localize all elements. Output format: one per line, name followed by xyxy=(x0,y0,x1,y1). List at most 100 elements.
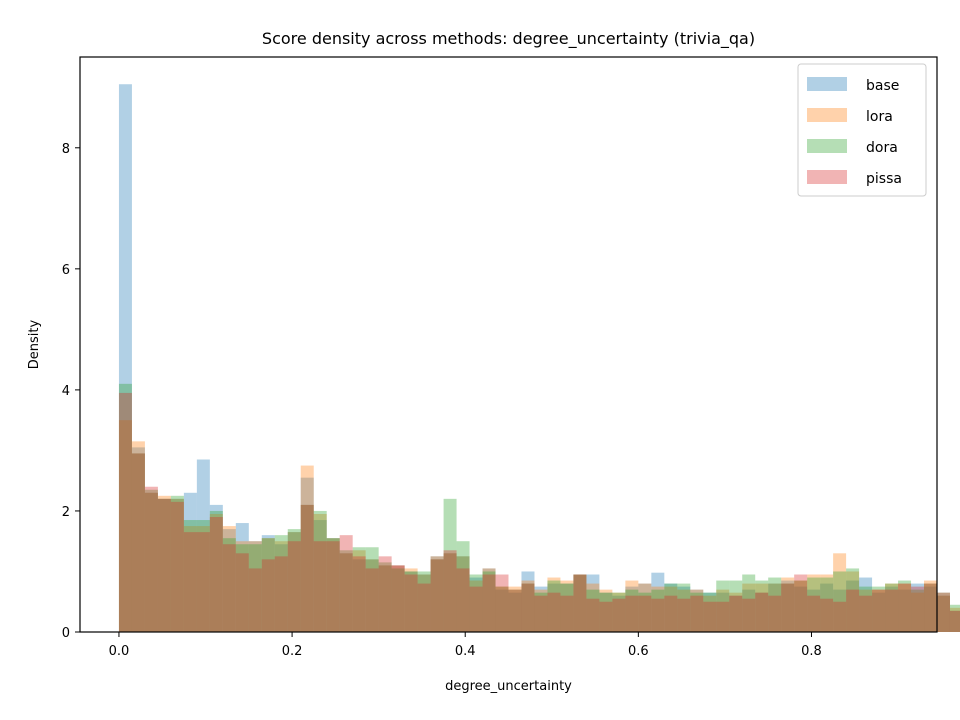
bar-pissa xyxy=(586,598,600,632)
bar-pissa xyxy=(547,592,561,632)
bar-lora xyxy=(768,583,782,632)
bar-base xyxy=(417,574,431,632)
bar-lora xyxy=(898,583,912,632)
bar-pissa xyxy=(495,574,509,632)
bar-lora xyxy=(196,526,210,632)
legend-label-dora: dora xyxy=(866,140,898,156)
bar-lora xyxy=(677,589,691,632)
bar-lora xyxy=(924,580,937,632)
bar-dora xyxy=(521,583,535,632)
bar-pissa xyxy=(183,532,197,632)
bar-dora xyxy=(391,568,405,632)
bar-base xyxy=(651,572,665,632)
bar-pissa xyxy=(833,601,847,632)
bar-lora xyxy=(183,526,197,632)
bar-pissa xyxy=(274,556,288,632)
bar-lora xyxy=(313,513,327,632)
bar-pissa xyxy=(287,541,301,632)
bar-base xyxy=(677,586,691,632)
bar-lora xyxy=(261,538,275,632)
bar-dora xyxy=(690,592,704,632)
bar-base xyxy=(352,559,366,632)
plot-frame xyxy=(79,56,938,633)
bar-base xyxy=(443,553,457,632)
bar-dora xyxy=(131,453,145,632)
bar-pissa xyxy=(898,583,912,632)
bar-dora xyxy=(157,498,171,632)
bar-lora xyxy=(781,577,795,632)
bar-pissa xyxy=(534,595,548,632)
bar-dora xyxy=(755,580,769,632)
bar-lora xyxy=(846,571,860,632)
bar-dora xyxy=(495,586,509,632)
bar-dora xyxy=(612,592,626,632)
bar-base xyxy=(313,520,327,632)
bar-dora xyxy=(235,544,249,632)
bar-dora xyxy=(937,592,950,632)
bar-base xyxy=(716,592,730,632)
bar-pissa xyxy=(209,517,223,632)
bar-dora xyxy=(339,550,353,632)
bar-base xyxy=(924,586,937,632)
bar-lora xyxy=(599,589,613,632)
bar-pissa xyxy=(339,535,353,632)
y-tick-label: 6 xyxy=(62,263,70,278)
bar-dora xyxy=(859,586,873,632)
bar-base xyxy=(833,589,847,632)
bar-lora xyxy=(742,583,756,632)
bar-base xyxy=(261,535,275,632)
bar-pissa xyxy=(118,392,132,632)
bar-dora xyxy=(781,583,795,632)
bar-dora xyxy=(365,547,379,632)
bar-dora xyxy=(872,586,886,632)
bar-lora xyxy=(495,586,509,632)
bar-lora xyxy=(716,589,730,632)
bar-pissa xyxy=(144,486,158,632)
y-axis: 0 2 4 6 8 xyxy=(62,142,80,641)
bar-dora xyxy=(911,589,925,632)
bar-base xyxy=(949,610,960,632)
bar-lora xyxy=(911,592,925,632)
bar-base xyxy=(599,592,613,632)
legend-box xyxy=(797,63,927,197)
bar-lora xyxy=(144,492,158,632)
bar-lora xyxy=(209,513,223,632)
bar-dora xyxy=(625,589,639,632)
bar-dora xyxy=(248,544,262,632)
bar-pissa xyxy=(235,553,249,632)
bar-dora xyxy=(352,547,366,632)
bars-layer xyxy=(118,84,960,633)
series-pissa xyxy=(118,392,960,632)
bar-base xyxy=(755,592,769,632)
bar-base xyxy=(144,492,158,632)
bar-pissa xyxy=(404,574,418,632)
bar-base xyxy=(131,447,145,632)
bar-dora xyxy=(949,604,960,632)
bar-pissa xyxy=(508,589,522,632)
bar-lora xyxy=(430,556,444,632)
bar-dora xyxy=(222,538,236,632)
bar-pissa xyxy=(456,568,470,632)
x-tick-label: 0.0 xyxy=(109,644,130,659)
bar-base xyxy=(495,589,509,632)
bar-base xyxy=(183,492,197,632)
bar-base xyxy=(391,565,405,632)
bar-base xyxy=(534,586,548,632)
bar-lora xyxy=(547,577,561,632)
bar-base xyxy=(560,583,574,632)
bar-lora xyxy=(872,589,886,632)
bar-dora xyxy=(599,592,613,632)
bar-base xyxy=(365,559,379,632)
bar-dora xyxy=(261,538,275,632)
bar-lora xyxy=(586,583,600,632)
bar-dora xyxy=(638,592,652,632)
bar-base xyxy=(300,477,314,632)
bar-pissa xyxy=(690,595,704,632)
bar-dora xyxy=(443,498,457,632)
bar-lora xyxy=(482,568,496,632)
bar-lora xyxy=(703,595,717,632)
bar-pissa xyxy=(937,592,950,632)
bar-pissa xyxy=(638,595,652,632)
bar-dora xyxy=(534,592,548,632)
